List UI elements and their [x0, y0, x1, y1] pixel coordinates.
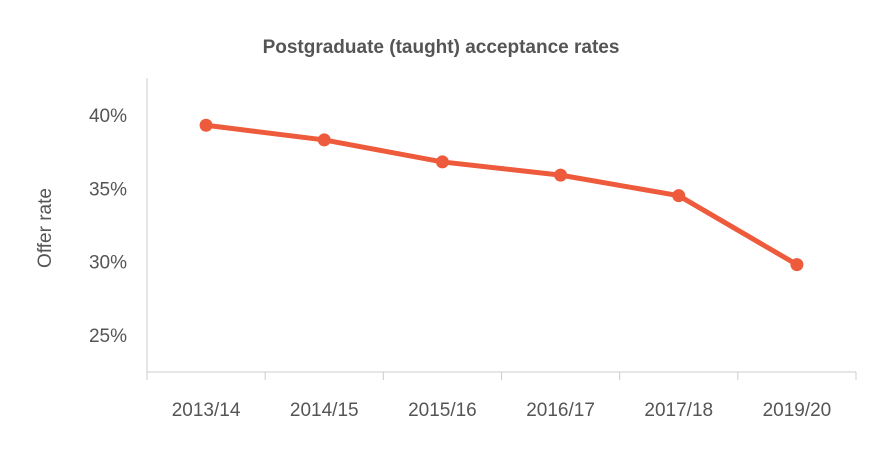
data-point [199, 118, 213, 132]
x-tick-label: 2016/17 [526, 400, 595, 421]
data-point [317, 133, 331, 147]
y-tick-label: 35% [89, 179, 127, 200]
y-axis-label: Offer rate [35, 188, 56, 268]
y-tick-label: 30% [89, 253, 127, 274]
y-tick-label: 40% [89, 106, 127, 127]
y-tick-label: 25% [89, 326, 127, 347]
data-point [435, 155, 449, 169]
x-tick-label: 2019/20 [763, 400, 832, 421]
y-axis: 25% 30% 35% 40% [89, 78, 148, 372]
data-point [672, 189, 686, 203]
data-point [554, 168, 568, 182]
data-point [790, 258, 804, 272]
x-axis: 2013/14 2014/15 2015/16 2016/17 2017/18 2019/… [146, 371, 857, 421]
series-line [203, 122, 800, 268]
x-tick-label: 2015/16 [408, 400, 477, 421]
x-tick-label: 2014/15 [290, 400, 359, 421]
chart-title: Postgraduate (taught) acceptance rates [263, 37, 620, 58]
x-tick-label: 2017/18 [644, 400, 713, 421]
series-line-group [199, 118, 804, 272]
x-tick-label: 2013/14 [172, 400, 241, 421]
